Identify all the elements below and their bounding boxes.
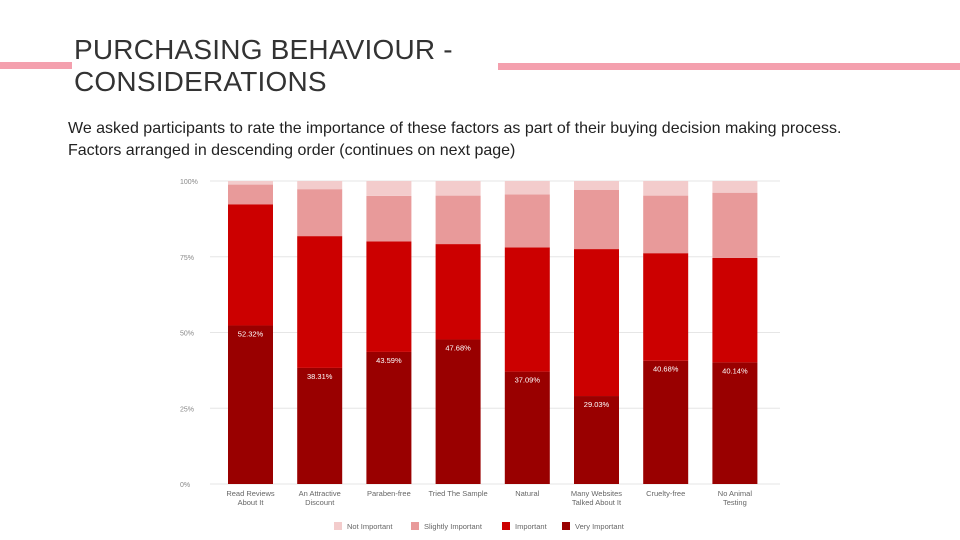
legend-swatch — [411, 522, 419, 530]
x-tick-label: Read Reviews — [226, 489, 275, 498]
bar-segment-not-important — [574, 181, 619, 190]
subtitle-line-2: Factors arranged in descending order (co… — [68, 142, 516, 159]
data-label: 43.59% — [376, 356, 402, 365]
x-tick-label: Discount — [305, 498, 335, 507]
bar-segment-important — [504, 247, 550, 372]
x-tick-label: Cruelty-free — [646, 489, 685, 498]
bar-segment-important — [366, 241, 412, 352]
y-tick-label: 100% — [180, 179, 198, 186]
x-tick-label: Natural — [515, 489, 540, 498]
y-tick-label: 0% — [180, 482, 190, 489]
page-title: PURCHASING BEHAVIOUR - CONSIDERATIONS — [74, 34, 453, 98]
x-tick-label: An Attractive — [299, 489, 341, 498]
bar-segment-slightly-important — [643, 195, 689, 254]
x-tick-label: No Animal — [718, 489, 753, 498]
x-tick-label: Many Websites — [571, 489, 622, 498]
bar-segment-very-important — [435, 339, 481, 484]
bar-segment-important — [574, 249, 619, 397]
bar-segment-slightly-important — [297, 189, 343, 237]
x-tick-label: Paraben-free — [367, 489, 411, 498]
y-tick-label: 75% — [180, 255, 194, 262]
legend-swatch — [334, 522, 342, 530]
bar-segment-very-important — [712, 362, 758, 484]
legend-label: Important — [515, 522, 548, 531]
bar-segment-slightly-important — [435, 195, 481, 245]
bar-segment-very-important — [228, 325, 273, 484]
bar-segment-important — [435, 244, 481, 340]
subtitle-line-1: We asked participants to rate the import… — [68, 120, 842, 137]
legend-swatch — [502, 522, 510, 530]
data-label: 38.31% — [307, 372, 333, 381]
bar-segment-not-important — [504, 181, 550, 195]
legend-swatch — [562, 522, 570, 530]
data-label: 47.68% — [445, 344, 471, 353]
bar-segment-not-important — [435, 181, 481, 196]
bar-segment-slightly-important — [228, 184, 273, 205]
bar-segment-important — [297, 236, 343, 368]
bar-segment-very-important — [504, 371, 550, 484]
data-label: 37.09% — [515, 376, 541, 385]
title-line-2: CONSIDERATIONS — [74, 66, 327, 97]
bar-segment-not-important — [228, 181, 273, 185]
bar-segment-important — [712, 257, 758, 363]
bar-segment-slightly-important — [504, 194, 550, 248]
page-subtitle: We asked participants to rate the import… — [68, 118, 948, 162]
data-label: 52.32% — [238, 329, 264, 338]
y-tick-label: 50% — [180, 331, 194, 338]
x-tick-label: About It — [238, 498, 265, 507]
bar-segment-slightly-important — [574, 189, 619, 250]
bar-segment-not-important — [712, 181, 758, 193]
bar-segment-very-important — [366, 351, 412, 484]
bar-segment-important — [228, 204, 273, 326]
data-label: 40.14% — [722, 366, 748, 375]
accent-line-left — [0, 62, 72, 69]
bar-segment-slightly-important — [712, 192, 758, 258]
data-label: 40.68% — [653, 365, 679, 374]
x-tick-label: Talked About It — [572, 498, 622, 507]
bar-segment-very-important — [297, 367, 343, 484]
title-line-1: PURCHASING BEHAVIOUR - — [74, 34, 453, 65]
bar-segment-very-important — [643, 360, 689, 484]
bar-segment-not-important — [297, 181, 343, 190]
data-label: 29.03% — [584, 400, 610, 409]
legend-label: Not Important — [347, 522, 393, 531]
bar-segment-not-important — [643, 181, 689, 196]
y-tick-label: 25% — [180, 406, 194, 413]
bar-segment-important — [643, 253, 689, 361]
accent-line-right — [498, 63, 960, 70]
bar-segment-not-important — [366, 181, 412, 196]
bar-segment-slightly-important — [366, 195, 412, 242]
bar-segment-very-important — [574, 396, 619, 484]
legend-label: Very Important — [575, 522, 625, 531]
x-tick-label: Tried The Sample — [428, 489, 487, 498]
legend-label: Slightly Important — [424, 522, 483, 531]
x-tick-label: Testing — [723, 498, 747, 507]
